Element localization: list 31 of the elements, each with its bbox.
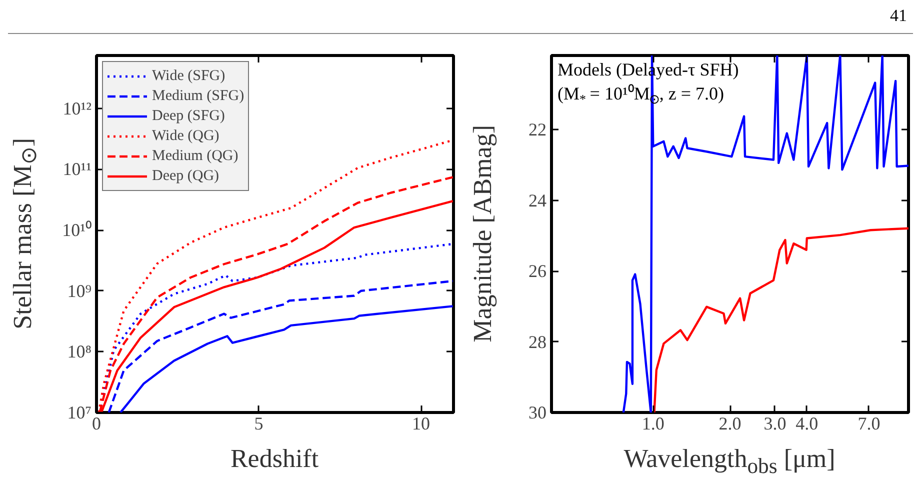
y-tick-label: 30 bbox=[528, 402, 546, 422]
y-tick-label: 10⁸ bbox=[67, 342, 92, 362]
x-tick-label: 10 bbox=[412, 414, 430, 434]
y-tick-label: 28 bbox=[528, 332, 546, 352]
x-tick-label: 2.0 bbox=[718, 414, 742, 434]
y-tick-label: 26 bbox=[528, 261, 546, 282]
legend-label: Medium (SFG) bbox=[152, 88, 244, 104]
y-tick-label: 24 bbox=[528, 190, 546, 210]
y-axis-title: Magnitude [ABmag] bbox=[466, 124, 498, 342]
legend-label: Deep (QG) bbox=[152, 168, 220, 184]
y-tick-label: 10⁹ bbox=[67, 280, 92, 301]
line-series bbox=[108, 280, 454, 412]
x-axis-title: Wavelength$_{obs}$ [μm] bbox=[622, 444, 836, 480]
y-tick-label: 10¹⁰ bbox=[62, 220, 92, 240]
y-tick-label: 10⁷ bbox=[67, 402, 92, 422]
legend-label: Wide (QG) bbox=[152, 128, 220, 144]
x-tick-label: 4.0 bbox=[796, 414, 818, 434]
text: 41 bbox=[890, 5, 907, 27]
x-tick-label: 1.0 bbox=[642, 414, 664, 434]
line-series bbox=[119, 305, 454, 412]
x-axis-title: Redshift bbox=[229, 444, 320, 474]
legend-label: Deep (SFG) bbox=[152, 108, 225, 124]
legend-label: Wide (SFG) bbox=[152, 68, 226, 84]
x-tick-label: 0 bbox=[92, 414, 101, 434]
y-tick-label: 22 bbox=[528, 120, 546, 140]
legend-label: Medium (QG) bbox=[152, 148, 238, 164]
x-tick-label: 5 bbox=[254, 414, 264, 434]
x-tick-label: 7.0 bbox=[858, 414, 880, 434]
y-tick-label: 10¹² bbox=[62, 98, 92, 118]
y-tick-label: 10¹¹ bbox=[62, 159, 92, 180]
x-tick-label: 3.0 bbox=[764, 414, 786, 434]
